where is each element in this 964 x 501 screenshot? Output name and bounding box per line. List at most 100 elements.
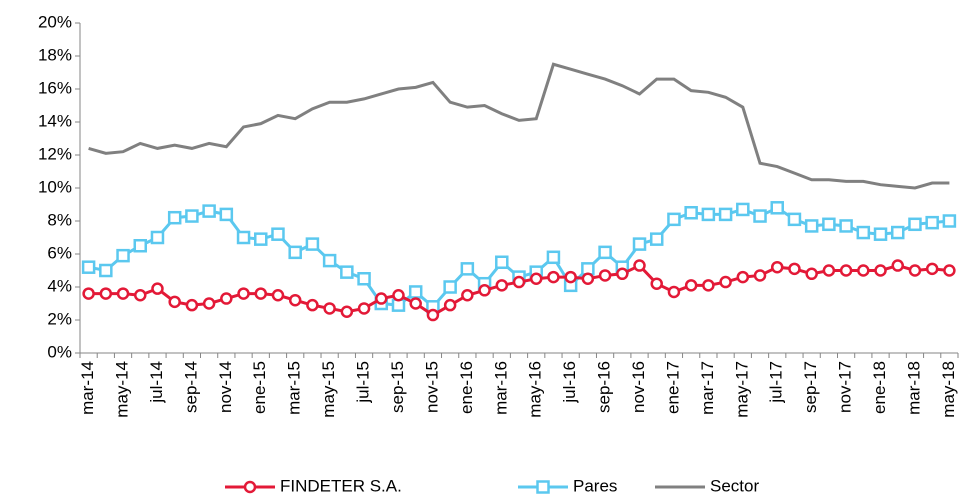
x-tick-label: jul-16 — [560, 361, 579, 404]
legend-marker — [536, 480, 550, 494]
series-line — [88, 62, 950, 190]
marker — [701, 207, 716, 222]
marker — [392, 289, 405, 302]
marker — [99, 263, 113, 278]
x-tick-label: mar-16 — [491, 361, 510, 415]
marker — [702, 279, 715, 292]
marker — [925, 262, 939, 276]
marker — [839, 219, 853, 233]
y-tick-label: 6% — [47, 243, 72, 262]
x-tick-label: mar-17 — [698, 361, 717, 415]
x-tick-label: jul-14 — [147, 361, 166, 404]
marker — [409, 297, 422, 310]
marker — [753, 209, 767, 223]
marker — [925, 215, 939, 230]
marker — [254, 232, 268, 246]
x-tick-label: sep-16 — [595, 361, 614, 413]
x-tick-label: may-15 — [319, 361, 338, 418]
x-tick-label: ene-15 — [250, 361, 269, 414]
marker — [822, 217, 836, 232]
marker — [237, 287, 250, 300]
marker — [547, 270, 560, 284]
marker — [908, 264, 922, 277]
marker — [753, 269, 767, 282]
legend-label: FINDETER S.A. — [280, 476, 402, 495]
marker — [99, 287, 113, 300]
marker — [718, 207, 733, 222]
x-tick-label: nov-17 — [836, 361, 855, 413]
marker — [81, 260, 96, 274]
marker — [306, 298, 319, 312]
y-tick-label: 8% — [47, 210, 72, 229]
marker — [288, 293, 302, 307]
marker — [116, 248, 130, 263]
marker — [443, 280, 457, 294]
x-tick-label: mar-18 — [904, 361, 923, 415]
x-tick-label: sep-17 — [801, 361, 820, 413]
y-tick-label: 16% — [38, 78, 72, 97]
marker — [873, 227, 888, 241]
marker — [546, 250, 561, 265]
x-tick-label: mar-15 — [285, 361, 304, 415]
marker — [271, 227, 285, 241]
marker — [357, 302, 371, 315]
marker — [512, 275, 526, 289]
marker — [788, 262, 801, 276]
x-tick-label: nov-14 — [216, 361, 235, 413]
marker — [220, 292, 233, 305]
marker — [134, 289, 147, 302]
marker — [375, 292, 388, 305]
marker — [650, 277, 663, 290]
marker — [151, 282, 164, 295]
marker — [236, 230, 251, 245]
marker — [167, 210, 182, 225]
marker — [478, 284, 491, 297]
marker — [616, 267, 629, 281]
marker — [529, 272, 543, 285]
x-tick-label: may-16 — [526, 361, 545, 418]
marker — [564, 270, 577, 284]
marker — [805, 267, 818, 281]
marker — [770, 260, 784, 274]
marker — [942, 214, 957, 228]
marker — [822, 264, 836, 277]
marker — [684, 206, 698, 220]
x-tick-label: jul-15 — [354, 361, 373, 404]
marker — [271, 289, 285, 302]
x-tick-label: may-14 — [113, 361, 132, 418]
legend-label: Pares — [573, 476, 617, 495]
marker — [857, 264, 870, 277]
y-tick-label: 12% — [38, 144, 72, 163]
marker — [322, 253, 337, 268]
marker — [839, 264, 853, 277]
marker — [288, 245, 302, 260]
series-line — [88, 206, 950, 309]
x-tick-label: ene-18 — [870, 361, 889, 414]
marker — [461, 289, 474, 302]
marker — [82, 287, 95, 300]
marker — [633, 259, 646, 272]
marker — [495, 255, 509, 269]
marker — [150, 230, 165, 245]
marker — [684, 279, 698, 292]
marker — [649, 232, 664, 246]
marker — [443, 298, 457, 312]
x-tick-label: may-18 — [939, 361, 958, 418]
marker — [874, 264, 887, 277]
marker — [890, 225, 905, 240]
marker — [185, 209, 199, 223]
marker — [305, 237, 320, 251]
marker — [908, 217, 922, 232]
marker — [133, 239, 148, 253]
marker — [460, 262, 475, 276]
marker — [667, 212, 681, 227]
y-tick-label: 14% — [38, 111, 72, 130]
marker — [340, 265, 354, 279]
marker — [719, 275, 732, 289]
marker — [408, 285, 423, 299]
x-tick-label: may-17 — [732, 361, 751, 418]
marker — [202, 297, 216, 310]
marker — [598, 269, 612, 282]
marker — [891, 259, 904, 272]
